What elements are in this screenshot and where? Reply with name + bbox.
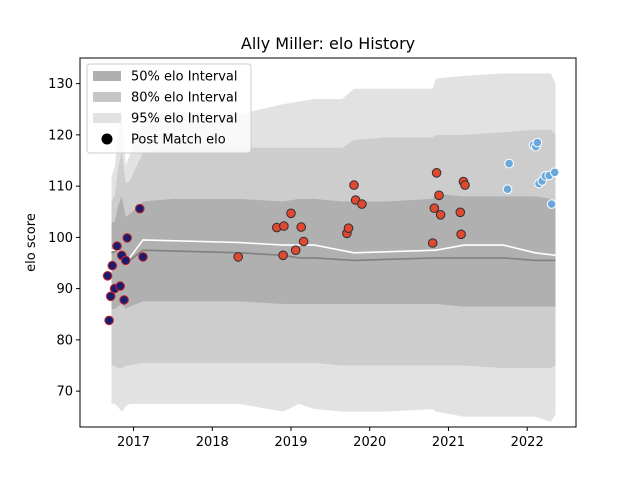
post-match-point: [290, 245, 301, 255]
post-match-point: [278, 250, 288, 261]
interval-bands: [111, 73, 556, 422]
post-match-point: [502, 184, 513, 194]
post-match-point: [357, 199, 367, 209]
post-match-point: [532, 137, 543, 148]
post-match-point: [102, 271, 113, 281]
x-tick-label: 2022: [511, 435, 544, 450]
post-match-point: [279, 221, 289, 231]
y-axis-ticks: 70 80 90 100 110 120 130: [48, 77, 80, 400]
post-match-point: [431, 168, 442, 178]
legend-swatch: [93, 71, 121, 81]
post-match-point: [112, 241, 122, 251]
post-match-point: [349, 180, 359, 190]
legend: 50% elo Interval 80% elo Interval 95% elo …: [86, 63, 252, 154]
x-axis-ticks: 2017 2018 2019 2020 2021 2022: [117, 427, 544, 450]
post-match-point: [427, 238, 438, 248]
post-match-point: [429, 203, 440, 213]
chart-title: Ally Miller: elo History: [241, 34, 415, 53]
legend-label: Post Match elo: [131, 133, 226, 148]
post-match-point: [105, 291, 116, 302]
post-match-point: [120, 255, 131, 266]
plot-frame: [79, 57, 577, 428]
x-tick-label: 2019: [274, 435, 307, 450]
post-match-point: [107, 260, 118, 271]
y-tick-label: 110: [48, 180, 73, 195]
y-tick-label: 80: [56, 333, 73, 348]
legend-label: 50% elo Interval: [131, 70, 238, 85]
post-match-point: [104, 315, 114, 326]
post-match-points: [102, 137, 560, 326]
post-match-point: [435, 210, 446, 220]
y-axis-label: elo score: [24, 213, 39, 272]
legend-box: [86, 63, 252, 154]
y-tick-label: 70: [56, 385, 73, 400]
post-match-point: [119, 295, 129, 305]
legend-marker: [101, 133, 113, 145]
post-match-point: [456, 229, 466, 240]
x-tick-label: 2017: [117, 435, 150, 450]
x-tick-label: 2020: [353, 435, 386, 450]
post-match-point: [115, 281, 125, 291]
post-match-point: [549, 167, 560, 178]
y-tick-label: 100: [48, 231, 73, 246]
legend-label: 80% elo Interval: [131, 91, 238, 106]
post-match-point: [460, 180, 470, 190]
post-match-point: [296, 222, 307, 232]
post-match-point: [455, 207, 466, 218]
post-match-point: [233, 252, 243, 262]
y-tick-label: 120: [48, 128, 73, 143]
post-match-point: [343, 223, 354, 233]
post-match-point: [298, 236, 309, 247]
interval-band-3: [111, 193, 556, 310]
post-match-point: [122, 233, 132, 243]
post-match-point: [546, 199, 557, 209]
y-tick-label: 130: [48, 77, 73, 92]
legend-swatch: [93, 113, 121, 123]
post-match-point: [286, 208, 296, 219]
y-tick-label: 90: [56, 282, 73, 297]
legend-swatch: [93, 92, 121, 102]
post-match-point: [135, 203, 145, 214]
x-tick-label: 2021: [432, 435, 465, 450]
post-match-point: [504, 158, 514, 169]
x-tick-label: 2018: [196, 435, 229, 450]
legend-label: 95% elo Interval: [131, 112, 238, 127]
post-match-point: [434, 190, 444, 201]
post-match-point: [138, 252, 148, 262]
